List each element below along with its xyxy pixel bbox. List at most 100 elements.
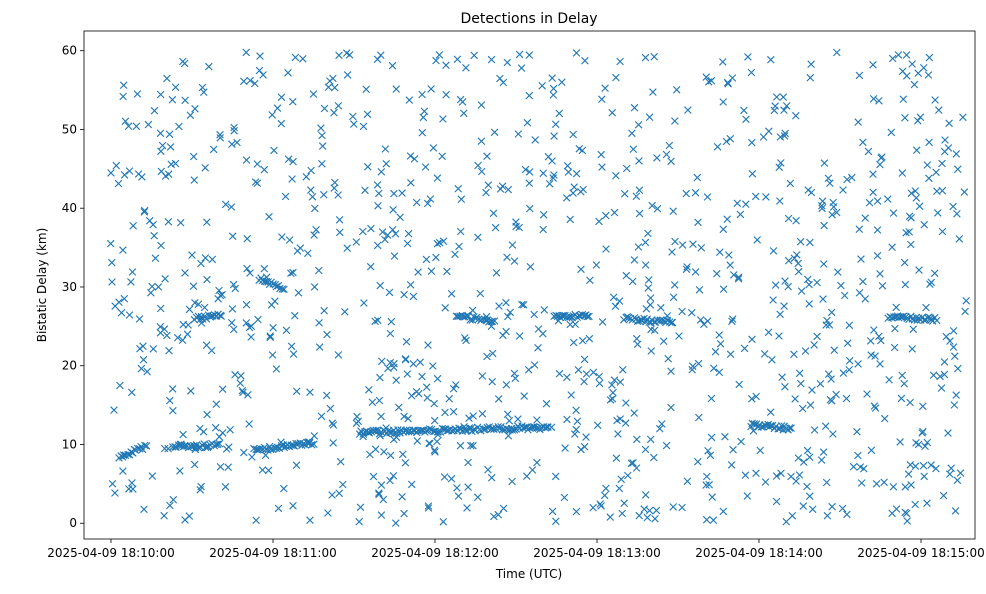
detection-marker bbox=[855, 289, 864, 297]
detection-marker bbox=[160, 325, 169, 333]
detection-marker bbox=[176, 467, 184, 475]
detection-marker bbox=[693, 173, 702, 182]
detection-marker bbox=[456, 227, 465, 236]
detection-marker bbox=[142, 442, 151, 450]
detection-marker bbox=[114, 179, 123, 188]
detection-marker bbox=[916, 113, 925, 121]
detection-marker bbox=[365, 386, 373, 394]
detection-marker bbox=[124, 122, 133, 130]
detection-marker bbox=[615, 484, 624, 493]
detection-marker bbox=[400, 412, 408, 421]
detection-marker bbox=[951, 507, 960, 515]
detection-marker bbox=[857, 255, 865, 263]
detection-marker bbox=[400, 509, 408, 518]
detection-marker bbox=[782, 102, 791, 110]
detection-marker bbox=[445, 394, 453, 403]
detection-marker bbox=[805, 453, 814, 461]
detection-marker bbox=[383, 231, 392, 239]
detection-marker bbox=[163, 331, 171, 340]
detection-marker bbox=[132, 122, 141, 131]
detection-marker bbox=[919, 64, 928, 72]
detection-marker bbox=[154, 283, 163, 291]
detection-marker bbox=[269, 323, 277, 332]
detection-marker bbox=[934, 209, 942, 217]
detection-marker bbox=[570, 183, 578, 191]
detection-marker bbox=[945, 119, 953, 128]
detection-marker bbox=[539, 169, 548, 178]
detection-marker bbox=[435, 238, 444, 247]
detection-marker bbox=[521, 165, 530, 174]
detection-marker bbox=[915, 266, 923, 274]
detection-marker bbox=[469, 412, 477, 420]
detection-marker bbox=[404, 414, 412, 423]
detection-marker bbox=[873, 251, 882, 260]
detection-marker bbox=[260, 264, 269, 273]
detection-marker bbox=[418, 372, 426, 381]
detection-marker bbox=[813, 278, 821, 287]
detection-marker bbox=[447, 474, 456, 483]
detection-marker bbox=[845, 321, 854, 330]
detection-marker bbox=[602, 484, 610, 493]
detection-marker bbox=[703, 472, 711, 481]
detection-marker bbox=[355, 517, 363, 526]
detection-marker bbox=[925, 53, 934, 62]
detection-marker bbox=[349, 112, 357, 121]
detection-marker bbox=[398, 493, 406, 501]
detection-marker bbox=[280, 285, 288, 294]
detection-marker bbox=[706, 451, 715, 460]
detection-marker bbox=[726, 261, 734, 269]
detection-marker bbox=[696, 316, 705, 324]
detection-marker bbox=[920, 220, 928, 229]
detection-marker bbox=[543, 423, 551, 431]
detection-marker bbox=[658, 420, 666, 428]
detection-marker bbox=[550, 132, 558, 140]
detection-marker bbox=[149, 345, 158, 353]
detection-marker bbox=[641, 445, 650, 454]
detection-marker bbox=[216, 134, 224, 142]
detection-marker bbox=[797, 287, 806, 295]
detection-marker bbox=[363, 110, 372, 119]
detection-marker bbox=[218, 429, 227, 437]
detection-marker bbox=[140, 505, 148, 514]
detection-marker bbox=[186, 111, 195, 120]
detection-marker bbox=[792, 216, 800, 225]
detection-marker bbox=[463, 311, 471, 320]
detection-marker bbox=[260, 165, 269, 174]
detection-marker bbox=[106, 239, 115, 248]
detection-marker bbox=[343, 71, 352, 79]
detection-marker bbox=[671, 117, 679, 125]
detection-marker bbox=[705, 78, 713, 86]
detection-marker bbox=[525, 168, 534, 176]
detection-marker bbox=[952, 391, 960, 399]
detection-marker bbox=[438, 152, 446, 161]
detection-marker bbox=[741, 471, 750, 479]
detection-marker bbox=[776, 310, 784, 319]
detection-marker bbox=[165, 346, 173, 355]
detection-marker bbox=[330, 108, 338, 117]
detection-marker bbox=[197, 259, 205, 268]
detection-marker bbox=[418, 128, 427, 137]
detection-marker bbox=[896, 438, 904, 446]
detection-marker bbox=[352, 238, 361, 246]
detection-marker bbox=[203, 218, 211, 226]
detection-marker bbox=[719, 285, 728, 293]
detection-marker bbox=[503, 58, 512, 67]
detection-marker bbox=[689, 362, 697, 370]
detection-marker bbox=[410, 155, 419, 163]
detection-marker bbox=[534, 325, 543, 333]
detection-marker bbox=[610, 376, 619, 384]
detection-marker bbox=[829, 430, 837, 438]
detection-marker bbox=[859, 138, 867, 147]
detection-marker bbox=[740, 106, 748, 115]
detection-marker bbox=[897, 394, 906, 403]
detection-marker bbox=[389, 472, 398, 480]
detection-marker bbox=[912, 439, 920, 447]
detection-marker bbox=[683, 263, 691, 271]
x-tick-label: 2025-04-09 18:11:00 bbox=[209, 546, 336, 560]
detection-marker bbox=[401, 459, 410, 467]
detection-marker bbox=[430, 399, 438, 408]
detection-marker bbox=[443, 267, 451, 276]
detection-marker bbox=[366, 262, 375, 271]
detection-marker bbox=[224, 463, 232, 471]
detection-marker bbox=[887, 128, 896, 137]
